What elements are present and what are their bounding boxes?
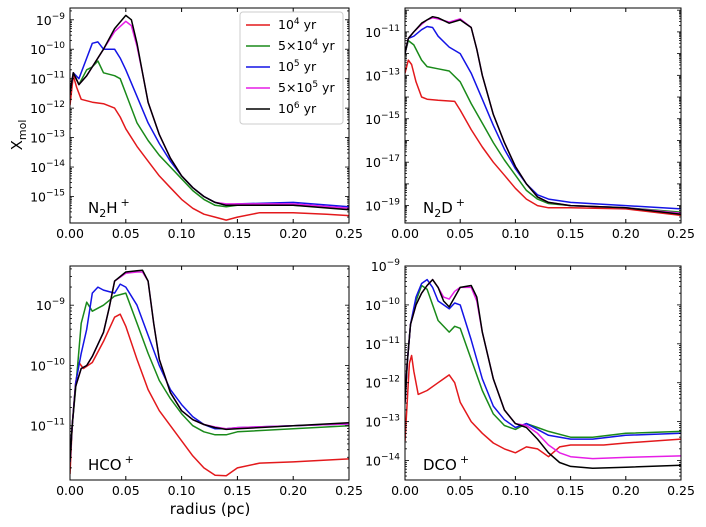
x-tick-label: 0.00 — [391, 226, 419, 241]
series-line — [70, 14, 349, 211]
x-tick-label: 0.15 — [223, 483, 251, 498]
x-tick-label: 0.00 — [391, 483, 419, 498]
x-tick-label: 0.10 — [501, 226, 529, 241]
legend-box — [239, 11, 344, 125]
series-line — [405, 284, 681, 438]
y-tick-label: 10−9 — [36, 12, 65, 28]
panel-hco: 0.00 0.05 0.10 0.15 0.20 0.25 10−11 10−10 10−9 HC… — [30, 265, 363, 498]
series-group — [405, 15, 681, 217]
series-line — [70, 269, 349, 462]
legend-entry: 106 yr — [278, 101, 317, 116]
x-tick-label: 0.10 — [168, 226, 196, 241]
y-tick-label: 10−10 — [365, 297, 400, 313]
series-line — [70, 313, 349, 477]
series-line — [405, 59, 681, 217]
y-tick-label: 10−14 — [30, 159, 65, 175]
x-tick-label: 0.25 — [335, 483, 363, 498]
y-tick-label: 10−11 — [30, 418, 65, 434]
plot-frame — [69, 265, 350, 481]
series-line — [70, 292, 349, 462]
panel-label: N2D + — [423, 196, 465, 220]
y-tick-label: 10−19 — [365, 198, 400, 214]
x-tick-label: 0.25 — [667, 483, 695, 498]
series-line — [405, 278, 681, 470]
series-group — [405, 278, 681, 470]
legend: 104 yr 5×104 yr 105 yr 5×105 yr 106 yr — [239, 11, 344, 125]
x-tick-label: 0.00 — [56, 483, 84, 498]
x-tick-label: 0.05 — [112, 483, 140, 498]
y-tick-label: 10−12 — [365, 375, 400, 391]
x-tick-label: 0.20 — [612, 483, 640, 498]
series-line — [405, 39, 681, 213]
svg-text:Xmol: Xmol — [8, 120, 29, 151]
panel-n2h: 0.00 0.05 0.10 0.15 0.20 0.25 10−15 10−14 10−13 1… — [30, 7, 363, 241]
legend-entry: 104 yr — [278, 17, 317, 32]
x-tick-label: 0.25 — [667, 226, 695, 241]
panel-label: DCO + — [423, 453, 469, 474]
plot-frame — [69, 7, 350, 224]
legend-entry: 5×105 yr — [278, 80, 335, 95]
x-tick-label: 0.05 — [112, 226, 140, 241]
y-tick-label: 10−13 — [30, 130, 65, 146]
x-tick-label: 0.05 — [446, 226, 474, 241]
x-tick-label: 0.15 — [557, 226, 585, 241]
y-axis-title-main: X — [8, 140, 26, 150]
series-line — [70, 74, 349, 221]
panel-label: N2H + — [88, 196, 130, 220]
y-axis-title: Xmol — [8, 120, 29, 151]
x-tick-label: 0.00 — [56, 226, 84, 241]
plot-frame — [404, 265, 682, 481]
y-tick-label: 10−13 — [365, 414, 400, 430]
panel-n2d: 0.00 0.05 0.10 0.15 0.20 0.25 10−19 10−17 10−15 1… — [365, 7, 695, 241]
x-tick-label: 0.10 — [168, 483, 196, 498]
panel-dco: 0.00 0.05 0.10 0.15 0.20 0.25 10−14 10−13 10−12 1… — [365, 258, 695, 498]
legend-entry: 105 yr — [278, 59, 317, 74]
x-tick-label: 0.15 — [223, 226, 251, 241]
series-line — [70, 283, 349, 462]
y-tick-label: 10−12 — [30, 100, 65, 116]
y-tick-label: 10−10 — [30, 41, 65, 57]
y-tick-label: 10−11 — [365, 336, 400, 352]
y-tick-label: 10−15 — [365, 111, 400, 127]
y-tick-label: 10−11 — [365, 24, 400, 40]
y-tick-label: 10−11 — [30, 71, 65, 87]
series-group — [70, 269, 349, 477]
y-tick-label: 10−17 — [365, 154, 400, 170]
x-tick-label: 0.20 — [612, 226, 640, 241]
series-line — [405, 278, 681, 440]
x-axis-title: radius (pc) — [170, 500, 251, 518]
series-line — [405, 25, 681, 210]
y-tick-label: 10−9 — [36, 297, 65, 313]
series-line — [405, 354, 681, 458]
y-axis-title-sub: mol — [16, 120, 29, 141]
x-tick-label: 0.20 — [279, 226, 307, 241]
x-tick-label: 0.25 — [335, 226, 363, 241]
x-tick-label: 0.20 — [279, 483, 307, 498]
y-tick-label: 10−9 — [371, 258, 400, 274]
plot-frame — [404, 7, 682, 224]
y-tick-label: 10−10 — [30, 357, 65, 373]
series-line — [70, 60, 349, 210]
y-tick-label: 10−15 — [30, 188, 65, 204]
x-tick-label: 0.15 — [557, 483, 585, 498]
x-tick-label: 0.10 — [501, 483, 529, 498]
series-line — [405, 15, 681, 216]
legend-entry: 5×104 yr — [278, 38, 335, 53]
y-tick-label: 10−13 — [365, 67, 400, 83]
panel-label: HCO + — [88, 453, 134, 474]
series-group — [70, 14, 349, 221]
series-line — [405, 17, 681, 214]
y-tick-label: 10−14 — [365, 453, 400, 469]
x-tick-label: 0.05 — [446, 483, 474, 498]
